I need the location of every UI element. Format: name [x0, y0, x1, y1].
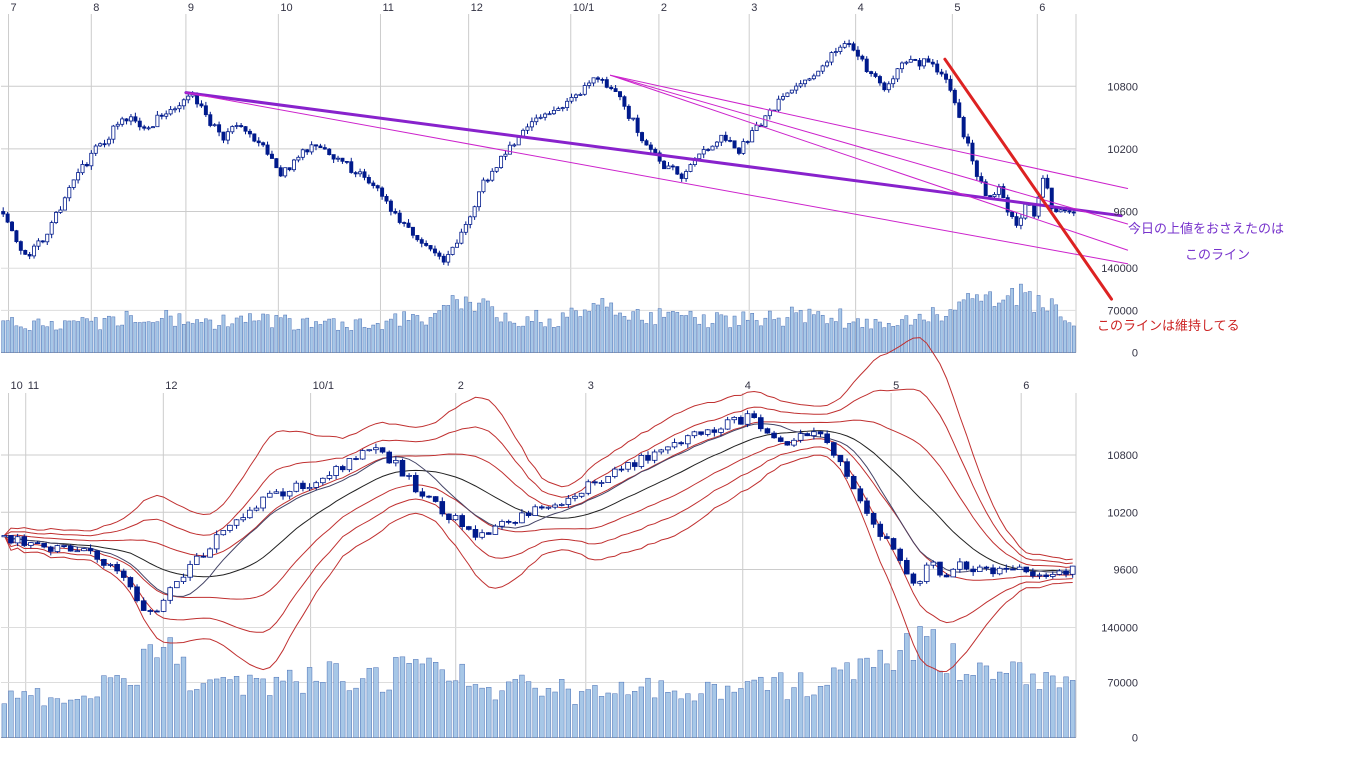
x-axis-label: 3: [588, 380, 594, 392]
trendline-fan-magenta-3: [610, 74, 1129, 251]
chart0-grid: [1, 14, 1077, 353]
x-axis-label: 10: [280, 2, 292, 14]
annotation-support-held-text: このラインは維持してる: [1097, 318, 1240, 333]
chart1-candles: [1, 410, 1076, 615]
x-axis-label: 5: [954, 2, 960, 14]
bollinger-upper-3sigma: [3, 337, 1073, 561]
price-axis-label: 9600: [1114, 565, 1138, 577]
trendline-fan-magenta-2: [610, 74, 1129, 225]
x-axis-label: 4: [858, 2, 864, 14]
x-axis-label: 7: [11, 2, 17, 14]
x-axis-label: 3: [751, 2, 757, 14]
trendline-support-red-thick: [943, 57, 1113, 301]
short-moving-average-line: [4, 423, 1073, 597]
x-axis-label: 11: [383, 2, 394, 14]
x-axis-label: 12: [165, 380, 177, 392]
volume-axis-label: 140000: [1101, 263, 1138, 275]
price-axis-label: 10800: [1107, 81, 1138, 93]
price-axis-label: 9600: [1114, 207, 1138, 219]
x-axis-label: 10/1: [573, 2, 594, 14]
chart0-candles: [1, 39, 1076, 266]
trendline-fan-magenta-1: [610, 74, 1129, 189]
x-axis-label: 8: [93, 2, 99, 14]
volume-axis-label: 70000: [1107, 305, 1138, 317]
x-axis-label: 12: [471, 2, 483, 14]
trendline-fan-magenta-long: [185, 92, 1129, 265]
bollinger-lower-3sigma: [3, 454, 1073, 673]
bollinger-upper-2sigma: [4, 388, 1073, 565]
price-axis-label: 10200: [1107, 144, 1138, 156]
bollinger-lower-2sigma: [3, 446, 1073, 633]
chart0-axis-labels: 7 8 9 10 11 12 10/1 2 3 4 5 6 10800 10200 9600 140000 70…: [11, 2, 1139, 360]
x-axis-label: 5: [893, 380, 899, 392]
x-axis-label: 4: [745, 380, 751, 392]
chart1-volume-bars: [1, 626, 1076, 738]
price-axis-label: 10200: [1107, 507, 1138, 519]
chart1-axis-labels: 10 11 12 10/1 2 3 4 5 6 10800 10200 9600 140000 70000…: [11, 380, 1139, 745]
x-axis-label: 9: [188, 2, 194, 14]
bollinger-lower-1sigma: [3, 438, 1073, 600]
chart1-bollinger-bands: [3, 337, 1073, 673]
x-axis-label: 11: [28, 380, 39, 392]
bollinger-center-line: [4, 430, 1073, 578]
bollinger-upper-1sigma: [4, 419, 1073, 568]
chart0-trendlines: [184, 57, 1129, 301]
annotation-this-line-text: このライン: [1185, 247, 1251, 262]
x-axis-label: 6: [1039, 2, 1045, 14]
volume-axis-label: 0: [1132, 733, 1138, 745]
x-axis-label: 10: [11, 380, 23, 392]
x-axis-label: 2: [458, 380, 464, 392]
price-axis-label: 10800: [1107, 450, 1138, 462]
x-axis-label: 6: [1023, 380, 1029, 392]
chart0-volume-bars: [1, 283, 1076, 353]
annotation-upper-cap-text: 今日の上値をおさえたのは: [1128, 221, 1285, 236]
x-axis-label: 10/1: [313, 380, 334, 392]
volume-axis-label: 70000: [1107, 678, 1138, 690]
volume-axis-label: 0: [1132, 348, 1138, 360]
x-axis-label: 2: [661, 2, 667, 14]
volume-axis-label: 140000: [1101, 623, 1138, 635]
